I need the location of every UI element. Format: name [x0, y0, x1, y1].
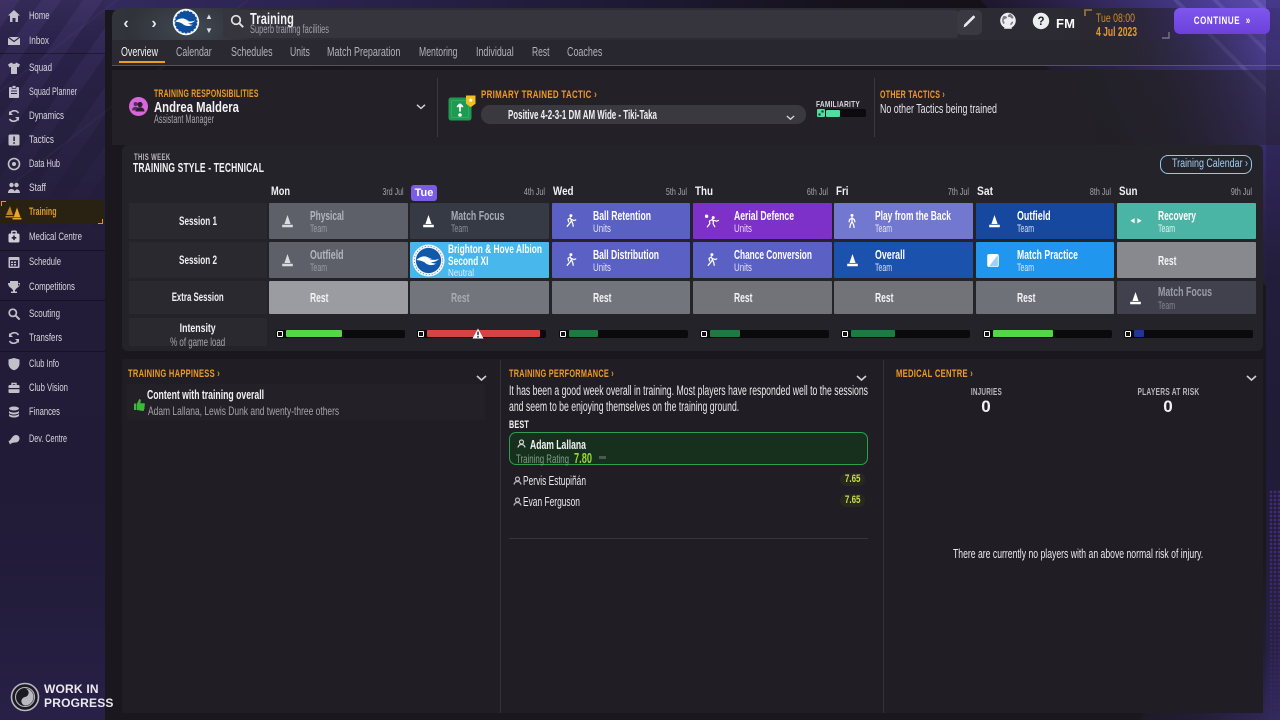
svg-text:?: ? — [1037, 16, 1044, 28]
